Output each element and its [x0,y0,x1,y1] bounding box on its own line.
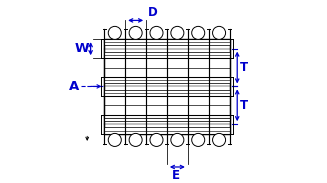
Text: T: T [240,99,248,112]
Circle shape [171,26,184,39]
Bar [104,130,230,134]
Bar [104,118,125,121]
Bar [104,42,230,45]
Bar [167,52,188,55]
Bar [104,115,230,118]
Bar [104,52,125,55]
Circle shape [108,133,121,146]
Bar [104,39,230,43]
Text: W: W [74,42,89,55]
Bar [188,118,209,121]
Circle shape [192,133,205,146]
Bar [146,90,167,93]
Bar [104,127,125,131]
Text: D: D [148,6,158,19]
Bar [125,52,146,55]
Circle shape [213,133,226,146]
Bar [125,118,146,121]
Bar [167,80,188,83]
Circle shape [108,26,121,39]
Circle shape [213,26,226,39]
Circle shape [171,133,184,146]
Bar [104,39,230,134]
Circle shape [150,26,163,39]
Text: T: T [240,61,248,74]
Bar [146,80,167,83]
Bar [146,42,167,45]
Bar [104,42,125,45]
Text: E: E [172,169,180,182]
Bar [188,90,209,93]
Bar [104,92,230,96]
Circle shape [192,26,205,39]
Bar [188,42,209,45]
Bar [188,80,209,83]
Bar [104,52,230,55]
Bar [167,90,188,93]
Bar [104,54,230,58]
Bar [104,80,125,83]
Bar [209,80,230,83]
Bar [146,118,167,121]
Bar [125,80,146,83]
Bar [188,127,209,131]
Bar [104,77,230,81]
Bar [104,90,230,93]
Bar [104,118,230,121]
Bar [209,118,230,121]
Bar [125,90,146,93]
Bar [167,127,188,131]
Bar [146,127,167,131]
Bar [209,42,230,45]
Bar [125,127,146,131]
Bar [167,118,188,121]
Bar [209,52,230,55]
Bar [209,90,230,93]
Bar [104,80,230,83]
Circle shape [129,26,142,39]
Bar [125,42,146,45]
Circle shape [150,133,163,146]
Text: A: A [69,80,79,93]
Bar [104,127,230,131]
Bar [167,42,188,45]
Bar [104,90,125,93]
Circle shape [129,133,142,146]
Bar [146,52,167,55]
Bar [188,52,209,55]
Bar [209,127,230,131]
